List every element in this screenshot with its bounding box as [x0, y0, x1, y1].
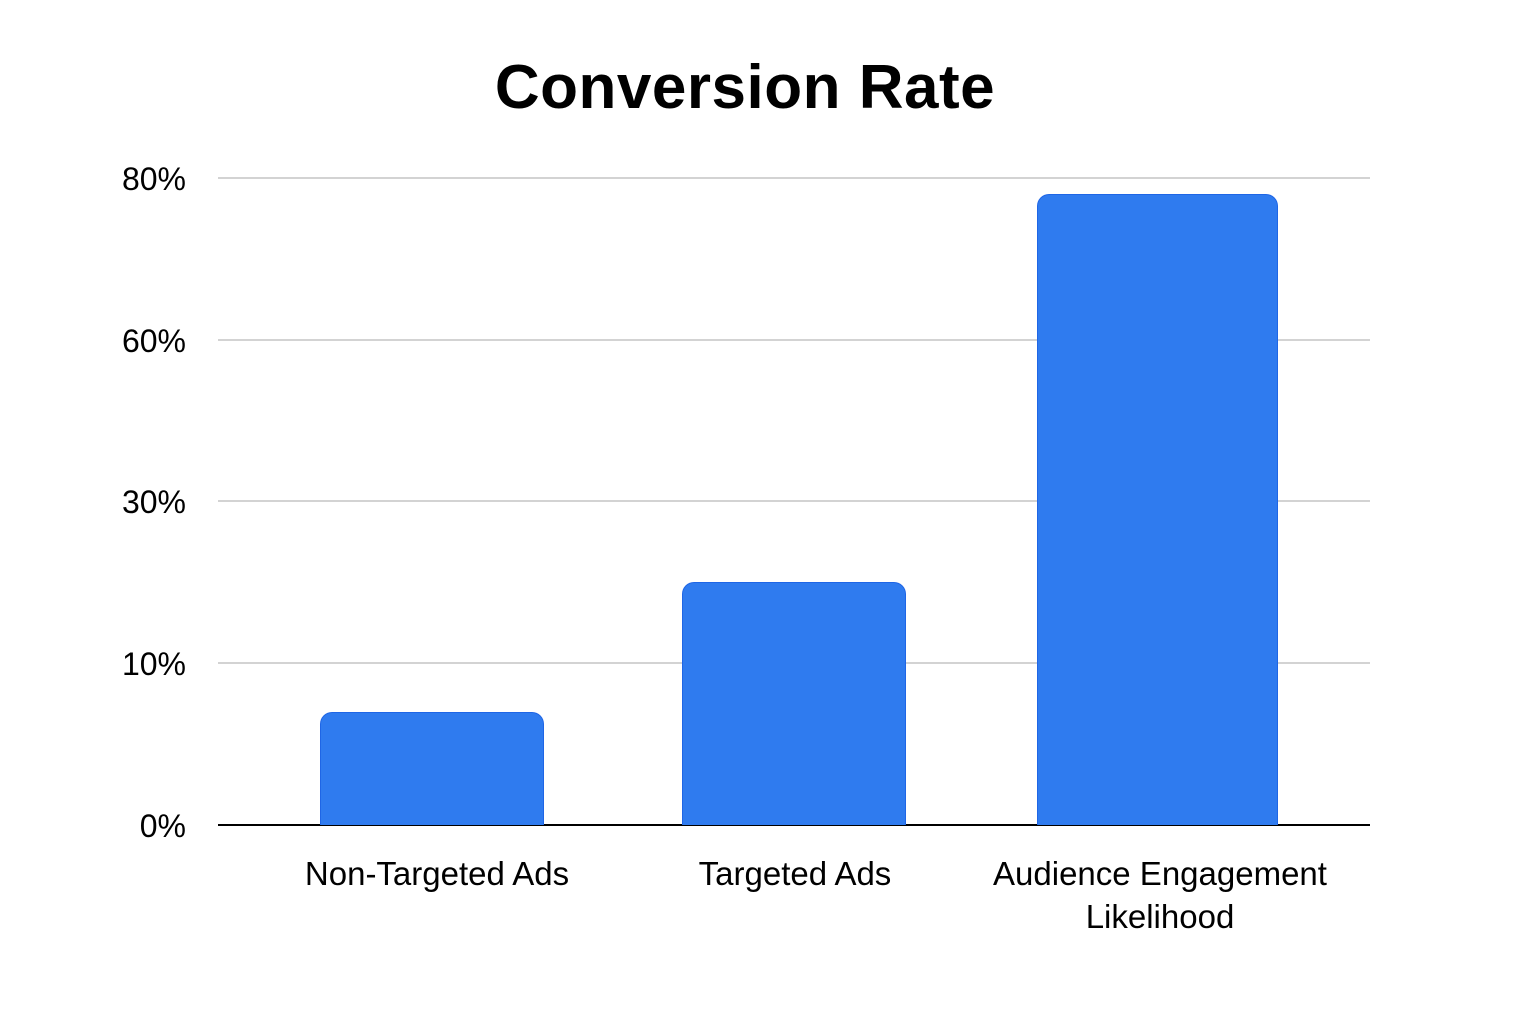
chart-title: Conversion Rate: [494, 53, 996, 122]
gridline-80: [218, 177, 1370, 179]
bar-audience-engagement-likelihood: [1037, 194, 1278, 825]
gridline-30: [218, 500, 1370, 502]
x-tick-label: Non-Targeted Ads: [304, 855, 570, 892]
x-tick-label: Audience Engagement Likelihood: [993, 855, 1327, 935]
y-tick-label: 30%: [121, 484, 186, 520]
y-tick-label: 60%: [121, 323, 186, 359]
bar-non-targeted-ads: [320, 711, 544, 825]
gridline-60: [218, 339, 1370, 341]
x-axis-line: [218, 824, 1370, 826]
bar-targeted-ads: [682, 582, 906, 825]
y-tick-label: 10%: [121, 646, 186, 682]
y-tick-label: 0%: [139, 808, 186, 844]
x-tick-label: Targeted Ads: [698, 855, 892, 892]
y-tick-label: 80%: [121, 161, 186, 197]
